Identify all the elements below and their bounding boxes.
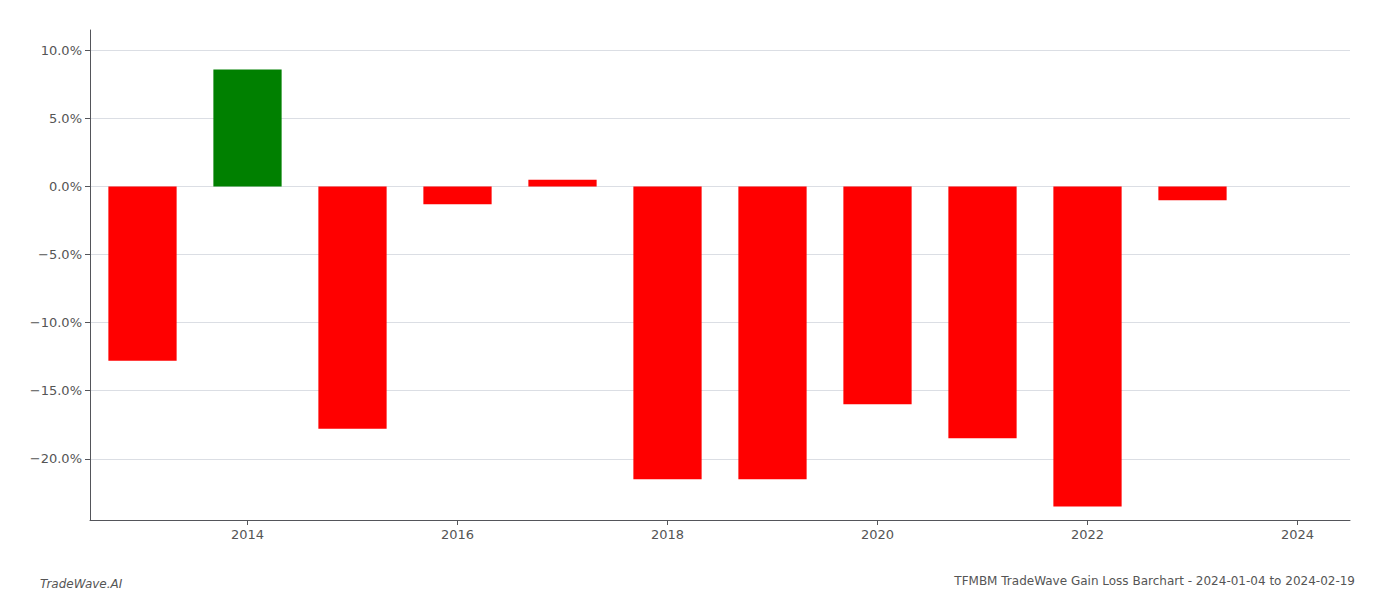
svg-text:−20.0%: −20.0%	[30, 451, 82, 466]
svg-text:10.0%: 10.0%	[41, 43, 82, 58]
svg-text:0.0%: 0.0%	[49, 179, 82, 194]
svg-text:5.0%: 5.0%	[49, 111, 82, 126]
svg-text:2020: 2020	[861, 527, 894, 542]
svg-text:2014: 2014	[231, 527, 264, 542]
svg-text:2018: 2018	[651, 527, 684, 542]
svg-text:TradeWave.AI: TradeWave.AI	[40, 577, 123, 591]
svg-text:TFMBM TradeWave Gain Loss Barc: TFMBM TradeWave Gain Loss Barchart - 202…	[953, 574, 1355, 588]
svg-text:−15.0%: −15.0%	[30, 383, 82, 398]
svg-text:2016: 2016	[441, 527, 474, 542]
svg-text:−10.0%: −10.0%	[30, 315, 82, 330]
svg-text:2024: 2024	[1281, 527, 1314, 542]
svg-text:−5.0%: −5.0%	[38, 247, 82, 262]
svg-text:2022: 2022	[1071, 527, 1104, 542]
